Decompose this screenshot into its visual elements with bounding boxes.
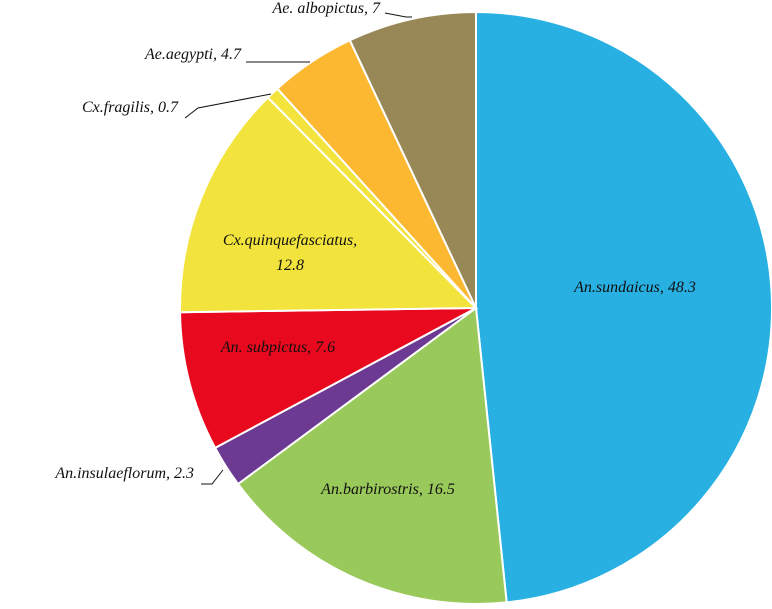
pie-slice-cx-quinquefasciatus xyxy=(179,96,479,314)
data-label-cx-quinquefasciatus: Cx.quinquefasciatus, 12.8 xyxy=(223,232,357,274)
data-label-an-barbirostris: An.barbirostris, 16.5 xyxy=(320,481,455,498)
data-label-cx-fragilis: Cx.fragilis, 0.7 xyxy=(82,99,179,116)
data-label-an-sundaicus: An.sundaicus, 48.3 xyxy=(573,279,696,296)
data-label-an-subpictus: An. subpictus, 7.6 xyxy=(220,339,335,356)
leader-line-an-insulaeflorum xyxy=(201,469,224,485)
leader-line-ae-albopictus xyxy=(384,12,412,18)
data-label-ae-aegypti: Ae.aegypti, 4.7 xyxy=(144,46,242,63)
pie-slice-an-subpictus xyxy=(179,307,477,450)
data-label-an-insulaeflorum: An.insulaeflorum, 2.3 xyxy=(54,465,194,482)
pie-slice-an-sundaicus xyxy=(475,10,772,604)
leader-line-cx-fragilis xyxy=(184,93,272,119)
pie-slice-ae-albopictus xyxy=(348,10,477,309)
data-label-ae-albopictus: Ae. albopictus, 7 xyxy=(271,0,381,17)
